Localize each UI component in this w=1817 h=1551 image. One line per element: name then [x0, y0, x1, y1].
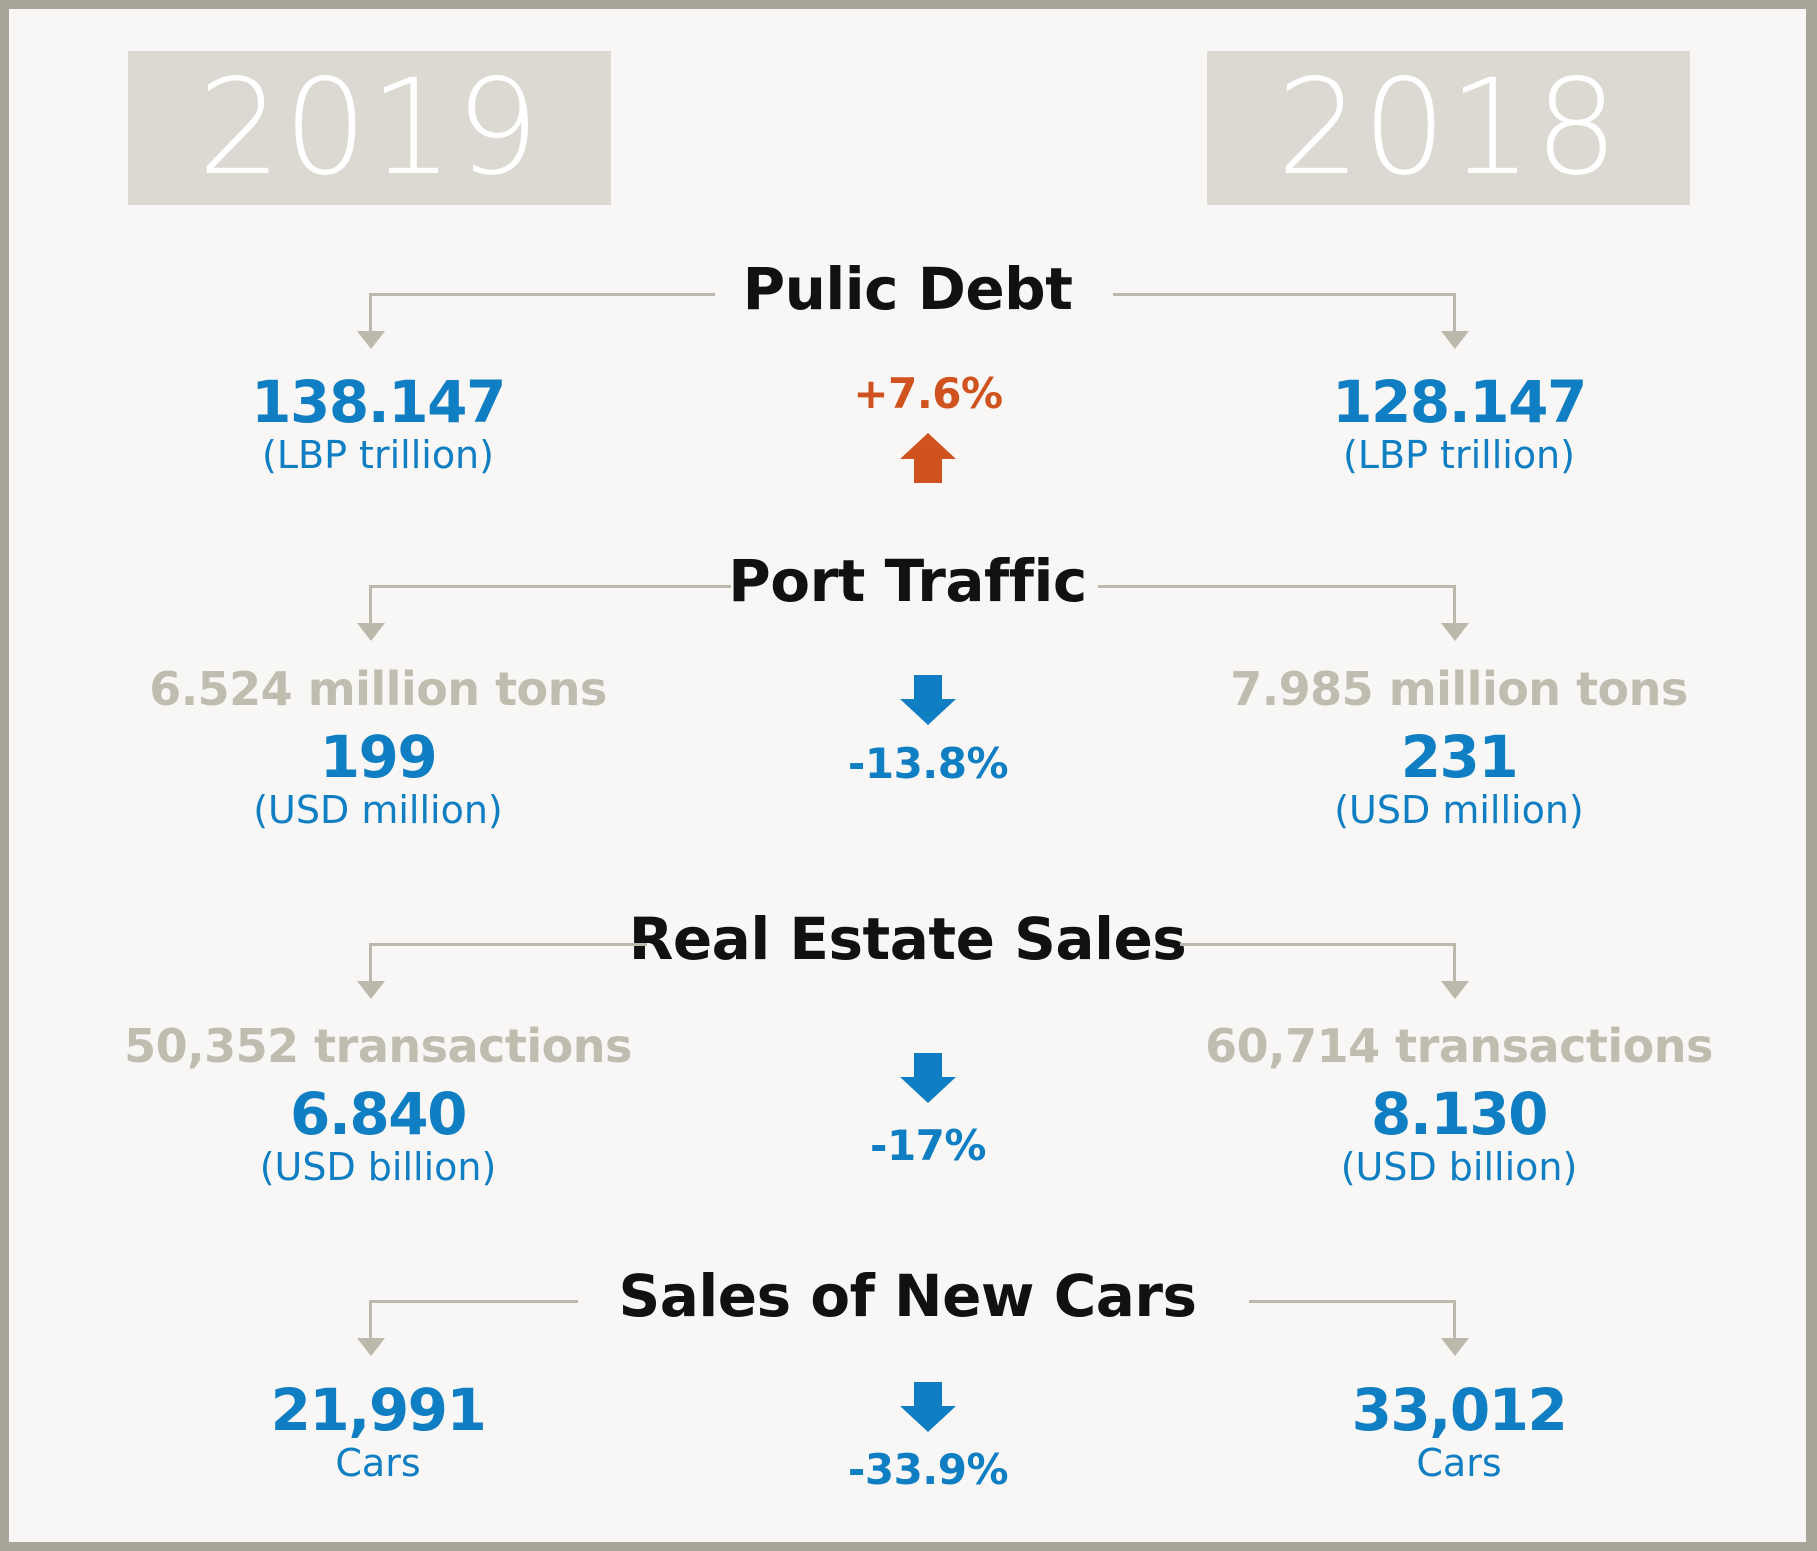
unit-label: (LBP trillion)	[1343, 433, 1575, 477]
year-right-label: 2018	[1276, 51, 1621, 205]
connector-drop-right	[1453, 1300, 1456, 1340]
unit-label: (USD million)	[253, 788, 503, 832]
unit-label: (USD million)	[1334, 788, 1584, 832]
secondary-value: 7.985 million tons	[1230, 662, 1688, 716]
up-arrow-icon	[900, 433, 956, 483]
connector-arrowhead-left	[357, 981, 385, 999]
year-left-label: 2019	[197, 51, 542, 205]
comparison-card: 2019 2018 Pulic Debt 138.147 (LBP trilli…	[9, 9, 1806, 1542]
connector-arrowhead-right	[1441, 1338, 1469, 1356]
unit-label: (LBP trillion)	[262, 433, 494, 477]
change-percent: -33.9%	[847, 1445, 1009, 1494]
down-arrow-icon	[900, 1053, 956, 1103]
connector-drop-left	[369, 293, 372, 333]
connector-line-left	[369, 943, 647, 946]
main-value: 138.147	[251, 368, 506, 436]
section-title: Real Estate Sales	[628, 905, 1187, 973]
main-value: 21,991	[270, 1376, 487, 1444]
main-value: 33,012	[1351, 1376, 1568, 1444]
change-indicator: -33.9%	[648, 1445, 1208, 1494]
change-indicator: -13.8%	[648, 739, 1208, 788]
connector-line-right	[1113, 293, 1456, 296]
connector-drop-right	[1453, 585, 1456, 625]
unit-label: Cars	[335, 1441, 421, 1485]
year-2018-box: 2018	[1207, 51, 1690, 205]
down-arrow-icon	[900, 1382, 956, 1432]
value-2018: 128.147 (LBP trillion)	[1179, 371, 1739, 477]
connector-arrowhead-left	[357, 331, 385, 349]
value-2019: 138.147 (LBP trillion)	[98, 371, 658, 477]
secondary-value: 6.524 million tons	[149, 662, 607, 716]
connector-line-left	[369, 293, 715, 296]
value-2019: 6.524 million tons 199 (USD million)	[98, 662, 658, 832]
down-arrow-icon	[900, 675, 956, 725]
change-percent: -17%	[870, 1121, 986, 1170]
value-2018: 33,012 Cars	[1179, 1379, 1739, 1485]
connector-drop-left	[369, 1300, 372, 1340]
section-title: Sales of New Cars	[618, 1262, 1197, 1330]
connector-line-left	[369, 1300, 578, 1303]
connector-line-right	[1180, 943, 1456, 946]
change-indicator: +7.6%	[648, 369, 1208, 418]
secondary-value: 50,352 transactions	[124, 1019, 632, 1073]
connector-drop-right	[1453, 293, 1456, 333]
connector-arrowhead-left	[357, 1338, 385, 1356]
value-2018: 60,714 transactions 8.130 (USD billion)	[1179, 1019, 1739, 1189]
unit-label: (USD billion)	[259, 1145, 497, 1189]
value-2019: 50,352 transactions 6.840 (USD billion)	[98, 1019, 658, 1189]
main-value: 199	[319, 723, 438, 791]
year-2019-box: 2019	[128, 51, 611, 205]
unit-label: Cars	[1416, 1441, 1502, 1485]
connector-drop-right	[1453, 943, 1456, 983]
connector-line-right	[1249, 1300, 1456, 1303]
connector-arrowhead-right	[1441, 331, 1469, 349]
connector-line-right	[1098, 585, 1456, 588]
connector-arrowhead-left	[357, 623, 385, 641]
connector-drop-left	[369, 585, 372, 625]
change-indicator: -17%	[648, 1121, 1208, 1170]
connector-arrowhead-right	[1441, 981, 1469, 999]
main-value: 128.147	[1332, 368, 1587, 436]
main-value: 6.840	[290, 1080, 467, 1148]
change-percent: +7.6%	[853, 369, 1003, 418]
connector-arrowhead-right	[1441, 623, 1469, 641]
section-title: Port Traffic	[728, 547, 1087, 615]
connector-drop-left	[369, 943, 372, 983]
main-value: 231	[1400, 723, 1519, 791]
main-value: 8.130	[1371, 1080, 1548, 1148]
unit-label: (USD billion)	[1340, 1145, 1578, 1189]
value-2018: 7.985 million tons 231 (USD million)	[1179, 662, 1739, 832]
value-2019: 21,991 Cars	[98, 1379, 658, 1485]
connector-line-left	[369, 585, 731, 588]
change-percent: -13.8%	[847, 739, 1009, 788]
section-title: Pulic Debt	[742, 255, 1073, 323]
secondary-value: 60,714 transactions	[1205, 1019, 1713, 1073]
